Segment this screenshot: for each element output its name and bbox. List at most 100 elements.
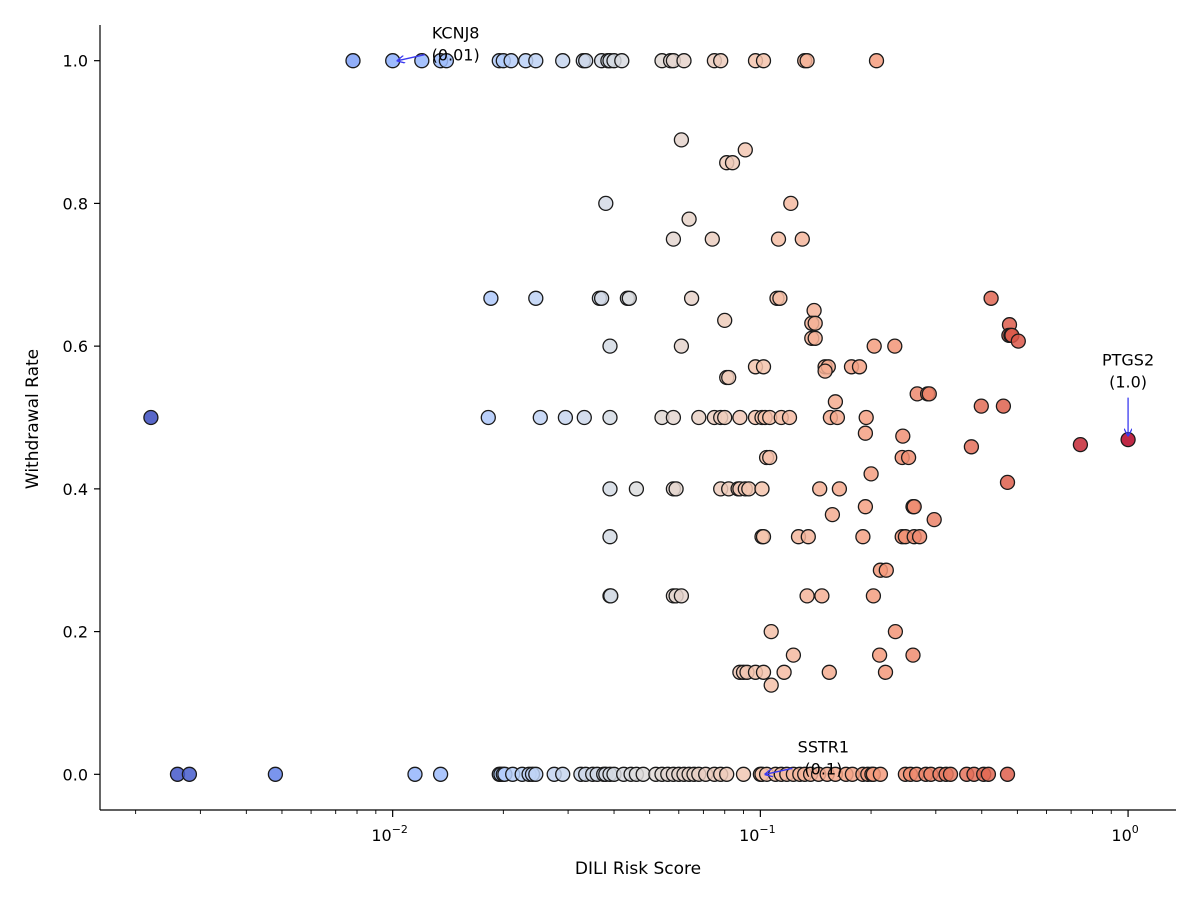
data-point [806,302,822,319]
annotation-value: (1.0) [1109,373,1147,392]
data-point [713,53,729,69]
data-point [762,449,778,466]
data-point [865,588,882,604]
data-point [857,499,874,515]
y-tick-label: 0.6 [63,337,88,356]
data-point [770,231,787,247]
annotation-label: SSTR1 [798,737,849,756]
y-tick-label: 0.4 [63,480,88,499]
data-point [503,53,519,69]
data-point [741,481,757,497]
data-point [799,53,815,69]
data-point [895,428,911,444]
data-point [776,664,792,680]
data-point [732,409,748,426]
data-point [665,409,682,426]
data-point [821,664,837,680]
data-point [755,359,772,375]
data-point [480,409,496,426]
data-point [602,338,618,354]
data-point [602,409,618,426]
data-point [995,398,1012,414]
data-point [614,53,630,69]
data-point [829,409,846,426]
data-point [887,338,903,354]
data-point [438,53,455,69]
data-point [878,562,894,578]
data-point [593,290,610,306]
data-point [872,766,889,782]
data-point [807,315,823,331]
data-point [602,481,618,497]
data-point [807,330,823,346]
data-point [911,529,928,545]
x-tick-label: 100 [1111,823,1138,845]
x-axis-title: DILI Risk Score [575,859,701,879]
data-point [783,195,799,212]
y-tick-label: 0.0 [63,765,88,784]
data-point [668,481,684,497]
data-point [628,481,645,497]
data-point [980,766,997,782]
data-point [999,474,1016,491]
data-point [900,449,917,466]
data-point [578,53,594,69]
data-point [831,481,848,497]
y-tick-label: 0.8 [63,194,88,213]
data-point [665,231,682,247]
data-point [603,588,619,604]
data-point [906,499,922,515]
data-point [857,425,874,441]
data-point [691,409,707,426]
data-point [683,290,700,306]
data-point [181,766,198,782]
data-point [724,155,741,171]
data-point [824,506,841,523]
data-point [737,142,753,158]
data-point [754,481,770,497]
data-point [921,386,937,402]
data-point [673,338,690,354]
data-point [717,312,733,329]
data-point [799,588,815,604]
data-point [719,766,735,782]
data-point [621,290,637,306]
data-point [143,409,159,426]
data-point [781,409,798,426]
data-point [942,766,959,782]
axes-layer: 0.0 0.2 0.4 0.6 0.8 1.0 10−2 10−1 100 [63,25,1176,845]
data-point [717,409,733,426]
data-point [676,53,692,69]
points-layer [143,53,1136,782]
annotation-label: PTGS2 [1102,351,1154,370]
annotation-value: (0.1) [804,759,842,778]
data-point [721,369,737,386]
y-axis-title: Withdrawal Rate [23,349,43,489]
x-tick-label: 10−2 [371,823,408,845]
data-point [407,766,423,782]
data-point [851,359,868,375]
data-point [635,766,651,782]
data-point [800,529,816,545]
data-point [735,766,752,782]
data-point [868,53,885,69]
data-point [557,409,574,426]
data-point [926,511,942,528]
data-point [794,231,810,247]
y-tick-label: 1.0 [63,52,88,71]
data-point [414,53,430,69]
data-point [483,290,499,306]
x-tick-label: 10−1 [739,823,776,845]
data-point [887,623,904,640]
data-point [555,53,571,69]
data-point [432,766,449,782]
data-point [772,290,788,306]
data-point [528,290,544,306]
annotation-arrow [765,767,793,774]
data-point [999,766,1016,782]
data-point [983,290,999,306]
data-point [963,439,980,455]
data-point [755,529,772,545]
data-point [817,363,833,379]
